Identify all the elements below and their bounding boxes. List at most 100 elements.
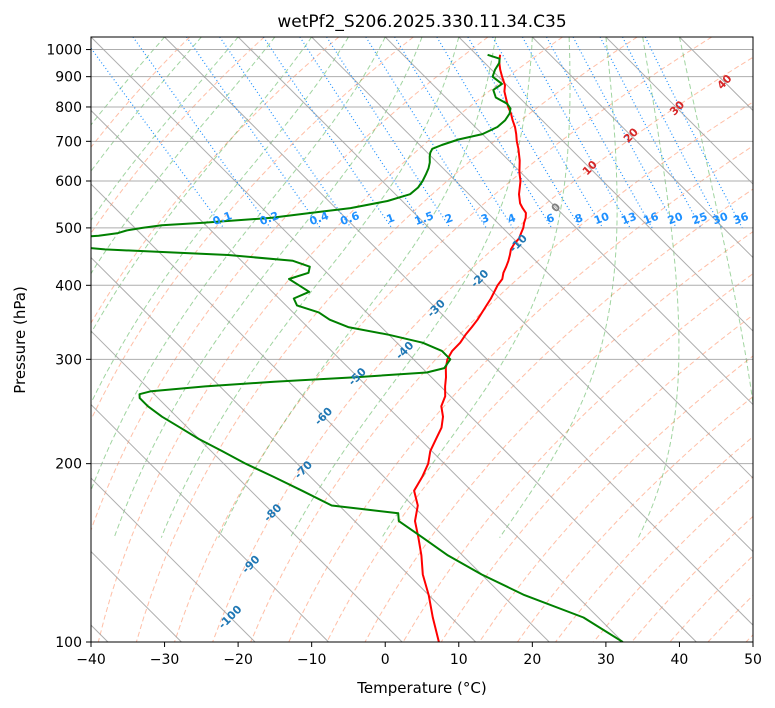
mixing-ratio-label: 20 xyxy=(666,210,685,228)
axes: −40 −30 −20 −10 0 10 20 30 40 5010020030040050060… xyxy=(46,43,762,668)
isotherm-line xyxy=(91,37,697,642)
x-tick-label: −20 xyxy=(223,652,253,668)
mixing-ratio-label: 0.2 xyxy=(258,209,281,228)
isotherm-line xyxy=(91,403,329,642)
dry-adiabat-line xyxy=(593,476,753,642)
dry-adiabat-line xyxy=(91,37,414,421)
y-tick-label: 400 xyxy=(55,278,82,294)
mixing-ratio-label: 0.4 xyxy=(308,209,331,228)
temperature-profile-line xyxy=(413,54,527,642)
y-tick-label: 200 xyxy=(55,457,82,473)
mixing-ratio-label: 30 xyxy=(711,210,730,228)
mixing-ratio-line xyxy=(521,37,631,229)
isotherm-line xyxy=(164,37,753,626)
mixing-ratio-label: 0.1 xyxy=(211,209,234,228)
mixing-ratio-line xyxy=(622,37,723,229)
dry-adiabat-line xyxy=(669,555,753,642)
isotherm-line xyxy=(531,37,753,259)
isotherm-line xyxy=(91,183,550,642)
mixing-ratio-line xyxy=(132,37,271,229)
x-tick-label: 20 xyxy=(523,652,541,668)
mixing-ratio-label: 3 xyxy=(479,211,491,226)
mixing-ratio-label: 13 xyxy=(619,210,638,227)
mixing-ratio-line xyxy=(262,37,393,229)
y-tick-label: 900 xyxy=(55,70,82,86)
dry-adiabat-line xyxy=(631,515,753,642)
y-tick-label: 600 xyxy=(55,174,82,190)
isotherm-line xyxy=(384,37,753,406)
mixing-ratio-label: 6 xyxy=(545,211,557,226)
x-tick-label: −30 xyxy=(150,652,180,668)
mixing-ratio-label: 1 xyxy=(385,211,397,226)
mixing-ratio-line xyxy=(394,37,514,229)
y-tick-label: 300 xyxy=(55,352,82,368)
dry-adiabat-line xyxy=(135,37,638,642)
y-tick-label: 1000 xyxy=(46,43,82,59)
mixing-ratio-line xyxy=(219,37,352,229)
mixing-ratio-label: 25 xyxy=(690,210,709,227)
x-tick-label: 0 xyxy=(381,652,390,668)
plot-frame xyxy=(90,36,754,643)
isotherm-line xyxy=(91,256,477,642)
x-tick-label: 10 xyxy=(450,652,468,668)
isotherm-line xyxy=(679,37,753,112)
dry-adiabat-line xyxy=(212,56,753,642)
dry-adiabat-line xyxy=(364,231,753,642)
x-tick-label: 40 xyxy=(671,652,689,668)
mixing-ratio-label: 16 xyxy=(642,210,661,228)
mixing-ratio-label: 4 xyxy=(506,211,518,226)
mixing-ratio-line xyxy=(572,37,677,229)
y-tick-label: 100 xyxy=(55,635,82,651)
isotherm-line xyxy=(91,330,403,642)
mixing-ratio-label: 8 xyxy=(573,211,585,226)
dry-adiabat-line xyxy=(91,37,489,532)
isotherm-line xyxy=(752,37,753,38)
moist-adiabat-line xyxy=(218,37,497,538)
isotherm-line xyxy=(311,37,753,479)
mixing-ratio-line xyxy=(326,37,451,229)
dry-adiabat-line xyxy=(478,355,753,642)
dry-adiabat-line xyxy=(707,594,753,642)
x-axis-title: Temperature (°C) xyxy=(356,679,486,697)
mixing-ratio-line xyxy=(546,37,653,229)
y-tick-label: 700 xyxy=(55,134,82,150)
x-tick-label: 30 xyxy=(597,652,615,668)
mixing-ratio-label: 10 xyxy=(592,210,611,228)
y-tick-label: 800 xyxy=(55,100,82,116)
isotherm-line xyxy=(605,37,753,185)
mixing-ratio-line xyxy=(644,37,743,229)
x-tick-label: −10 xyxy=(297,652,327,668)
chart-title: wetPf2_S206.2025.330.11.34.C35 xyxy=(277,12,566,32)
y-tick-label: 500 xyxy=(55,221,82,237)
mixing-ratio-line xyxy=(436,37,553,229)
dry-adiabat-line xyxy=(745,634,753,642)
x-tick-label: 50 xyxy=(744,652,762,668)
line-labels: 0.1 0.2 0.4 0.6 1 1.5 2 3 4 6 8 10 13 16 20 25 30 36-100-… xyxy=(211,72,751,632)
isotherm-line xyxy=(91,477,256,642)
mixing-ratio-line xyxy=(299,37,426,229)
dry-adiabat-line xyxy=(91,37,191,149)
mixing-ratio-label: 36 xyxy=(732,210,751,228)
dry-adiabat-line xyxy=(555,436,753,642)
mixing-ratio-line xyxy=(599,37,702,229)
mixing-ratio-label: 2 xyxy=(443,211,455,226)
dry-adiabat-line xyxy=(250,101,753,642)
mixing-ratio-label: 0.6 xyxy=(339,209,362,228)
dry-adiabat-line xyxy=(97,37,563,642)
mixing-ratio-line xyxy=(186,37,321,229)
moist-adiabat-line xyxy=(678,37,753,407)
dewpoint-profile-line xyxy=(91,53,624,642)
isotherm-line xyxy=(91,109,624,642)
mixing-ratio-label: 1.5 xyxy=(413,209,436,228)
dry-adiabat-line xyxy=(402,273,753,642)
y-axis-title: Pressure (hPa) xyxy=(11,286,29,394)
dry-adiabat-line xyxy=(91,37,265,234)
background-lines xyxy=(91,37,753,642)
dry-adiabat-line xyxy=(516,395,753,642)
dry-adiabat-line xyxy=(326,188,753,642)
x-tick-label: −40 xyxy=(76,652,106,668)
isotherm-line xyxy=(237,37,753,553)
isotherm-line xyxy=(458,37,753,332)
profile-lines xyxy=(91,53,624,642)
